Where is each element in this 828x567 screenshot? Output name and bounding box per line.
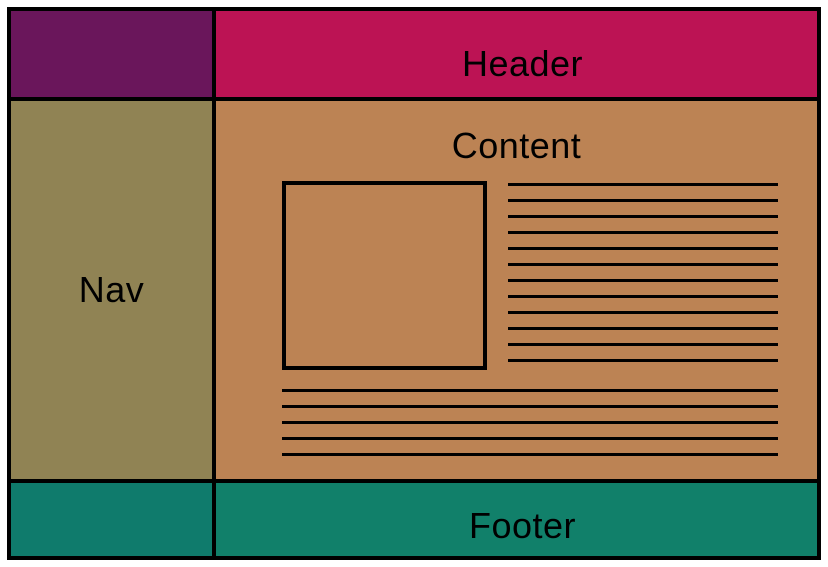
image-placeholder-box: [282, 181, 487, 370]
text-line: [282, 405, 778, 408]
text-line: [508, 247, 778, 250]
text-line: [282, 389, 778, 392]
layout-diagram: Header Footer Content Nav: [0, 0, 828, 567]
text-line: [282, 453, 778, 456]
text-lines-bottom: [282, 389, 778, 456]
text-line: [508, 279, 778, 282]
footer-label: Footer: [469, 505, 576, 547]
text-line: [282, 421, 778, 424]
nav-over-header-overlay: [7, 7, 216, 101]
nav-label: Nav: [79, 269, 145, 311]
text-line: [508, 311, 778, 314]
text-line: [508, 327, 778, 330]
header-label: Header: [462, 43, 583, 85]
text-line: [282, 437, 778, 440]
content-region: Content: [212, 97, 821, 483]
text-line: [508, 231, 778, 234]
text-line: [508, 343, 778, 346]
nav-region: Nav: [7, 97, 216, 483]
text-line: [508, 263, 778, 266]
text-line: [508, 295, 778, 298]
text-line: [508, 199, 778, 202]
nav-over-footer-overlay: [7, 479, 216, 560]
text-line: [508, 359, 778, 362]
text-line: [508, 215, 778, 218]
content-label: Content: [452, 125, 582, 167]
text-lines-right: [508, 183, 778, 362]
text-line: [508, 183, 778, 186]
